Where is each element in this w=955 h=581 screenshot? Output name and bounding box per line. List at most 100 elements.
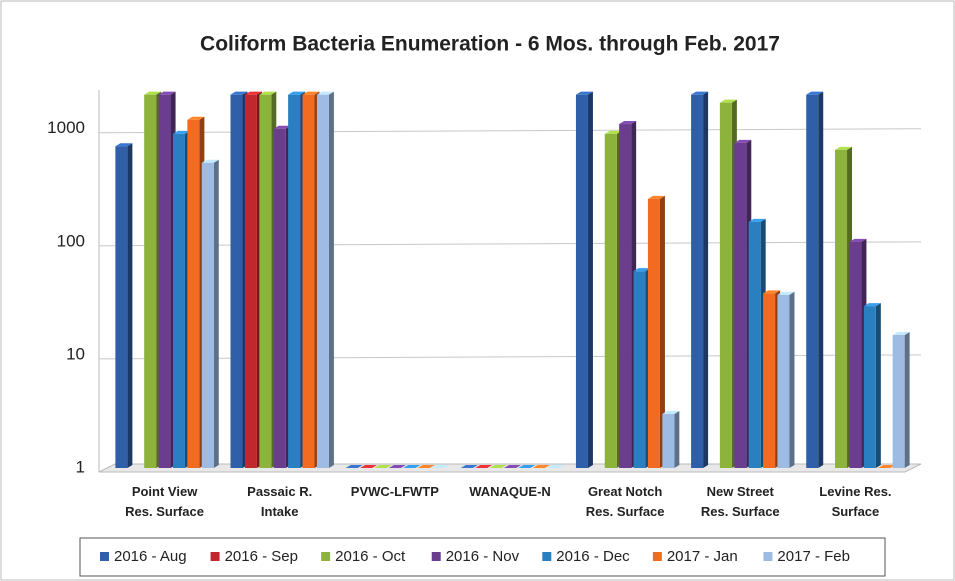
- bar: [763, 293, 776, 468]
- bar-top: [532, 465, 550, 468]
- bar-top: [489, 465, 507, 468]
- x-tick-label: WANAQUE-N: [469, 484, 551, 499]
- bar: [316, 94, 329, 469]
- bar-top: [158, 91, 176, 95]
- bar-side: [213, 159, 219, 468]
- bar-top: [273, 125, 291, 129]
- bar: [719, 102, 732, 468]
- bar: [201, 162, 214, 468]
- bar-side: [674, 411, 680, 468]
- legend-swatch: [763, 552, 773, 561]
- bar-side: [659, 195, 665, 468]
- bar: [863, 306, 876, 468]
- bar-top: [518, 465, 536, 468]
- bar: [187, 119, 200, 469]
- legend-label: 2017 - Jan: [667, 548, 738, 565]
- bar-top: [892, 331, 910, 335]
- bar-top: [259, 91, 277, 95]
- bar-top: [187, 116, 205, 120]
- legend-swatch: [321, 552, 331, 561]
- bar: [647, 198, 660, 468]
- bar-side: [904, 331, 910, 468]
- legend-label: 2016 - Nov: [446, 548, 520, 565]
- bar: [892, 334, 905, 468]
- bar: [633, 271, 646, 468]
- legend-label: 2016 - Dec: [556, 548, 630, 565]
- bar-top: [647, 195, 665, 199]
- bar-side: [875, 303, 881, 468]
- bar-top: [432, 465, 450, 468]
- bar: [273, 128, 286, 468]
- legend-swatch: [431, 552, 441, 561]
- bar-top: [748, 218, 766, 222]
- bar-top: [388, 465, 406, 468]
- bar: [777, 294, 790, 468]
- bar-top: [575, 91, 593, 95]
- bar: [748, 221, 761, 468]
- bar-top: [288, 91, 306, 95]
- x-tick-label: Great Notch Res. Surface: [585, 484, 665, 519]
- x-tick-label: Levine Res. Surface: [819, 484, 892, 519]
- bar-top: [835, 146, 853, 150]
- bar-top: [475, 465, 493, 468]
- bar-side: [818, 91, 824, 469]
- bar: [835, 149, 848, 469]
- bar: [604, 133, 617, 469]
- bar: [662, 414, 675, 468]
- bar-top: [201, 159, 219, 163]
- bar-top: [417, 465, 435, 468]
- bar: [244, 94, 257, 469]
- bar-top: [316, 91, 334, 95]
- bar-top: [849, 238, 867, 242]
- chart-title: Coliform Bacteria Enumeration - 6 Mos. t…: [200, 33, 780, 56]
- legend-label: 2016 - Aug: [114, 548, 187, 565]
- bar: [288, 94, 301, 469]
- bar-top: [504, 465, 521, 468]
- bar: [619, 124, 632, 468]
- bar-side: [127, 143, 133, 468]
- legend-label: 2016 - Sep: [225, 548, 298, 565]
- bar-top: [302, 91, 320, 95]
- bar: [691, 94, 704, 469]
- x-tick-label: PVWC-LFWTP: [350, 484, 439, 499]
- bar-top: [777, 291, 795, 295]
- bar-side: [328, 91, 334, 469]
- bar-top: [230, 91, 248, 95]
- bar: [806, 94, 819, 469]
- bar-side: [587, 91, 593, 469]
- bar: [115, 146, 128, 468]
- bar: [259, 94, 272, 469]
- bar-top: [878, 465, 896, 468]
- bar-top: [403, 465, 421, 468]
- x-tick-label: New Street Res. Surface: [700, 484, 780, 519]
- bar-top: [345, 465, 363, 468]
- bar: [302, 94, 315, 469]
- bar: [734, 142, 747, 468]
- bar-top: [633, 268, 651, 272]
- x-tick-label: Passaic R. Intake: [247, 484, 313, 519]
- bar-top: [547, 465, 565, 468]
- bar-side: [789, 291, 795, 468]
- bar: [158, 94, 171, 469]
- y-tick-label: 1000: [47, 118, 85, 137]
- legend-swatch: [652, 552, 662, 561]
- legend-label: 2017 - Feb: [777, 548, 850, 565]
- bar-top: [172, 130, 190, 134]
- bar-top: [144, 91, 162, 95]
- y-tick-label: 100: [57, 231, 85, 250]
- y-tick-label: 10: [66, 344, 85, 363]
- y-tick-label: 1: [76, 457, 85, 476]
- bar-top: [863, 303, 881, 307]
- bar-top: [691, 91, 709, 95]
- x-tick-label: Point View Res. Surface: [125, 484, 204, 519]
- bar-top: [734, 139, 752, 143]
- bar-top: [115, 143, 133, 147]
- bar-top: [244, 91, 262, 95]
- legend-label: 2016 - Oct: [335, 548, 406, 565]
- bar-top: [763, 290, 781, 294]
- bar-top: [460, 465, 478, 468]
- bar-top: [619, 121, 637, 125]
- bar-side: [703, 91, 709, 469]
